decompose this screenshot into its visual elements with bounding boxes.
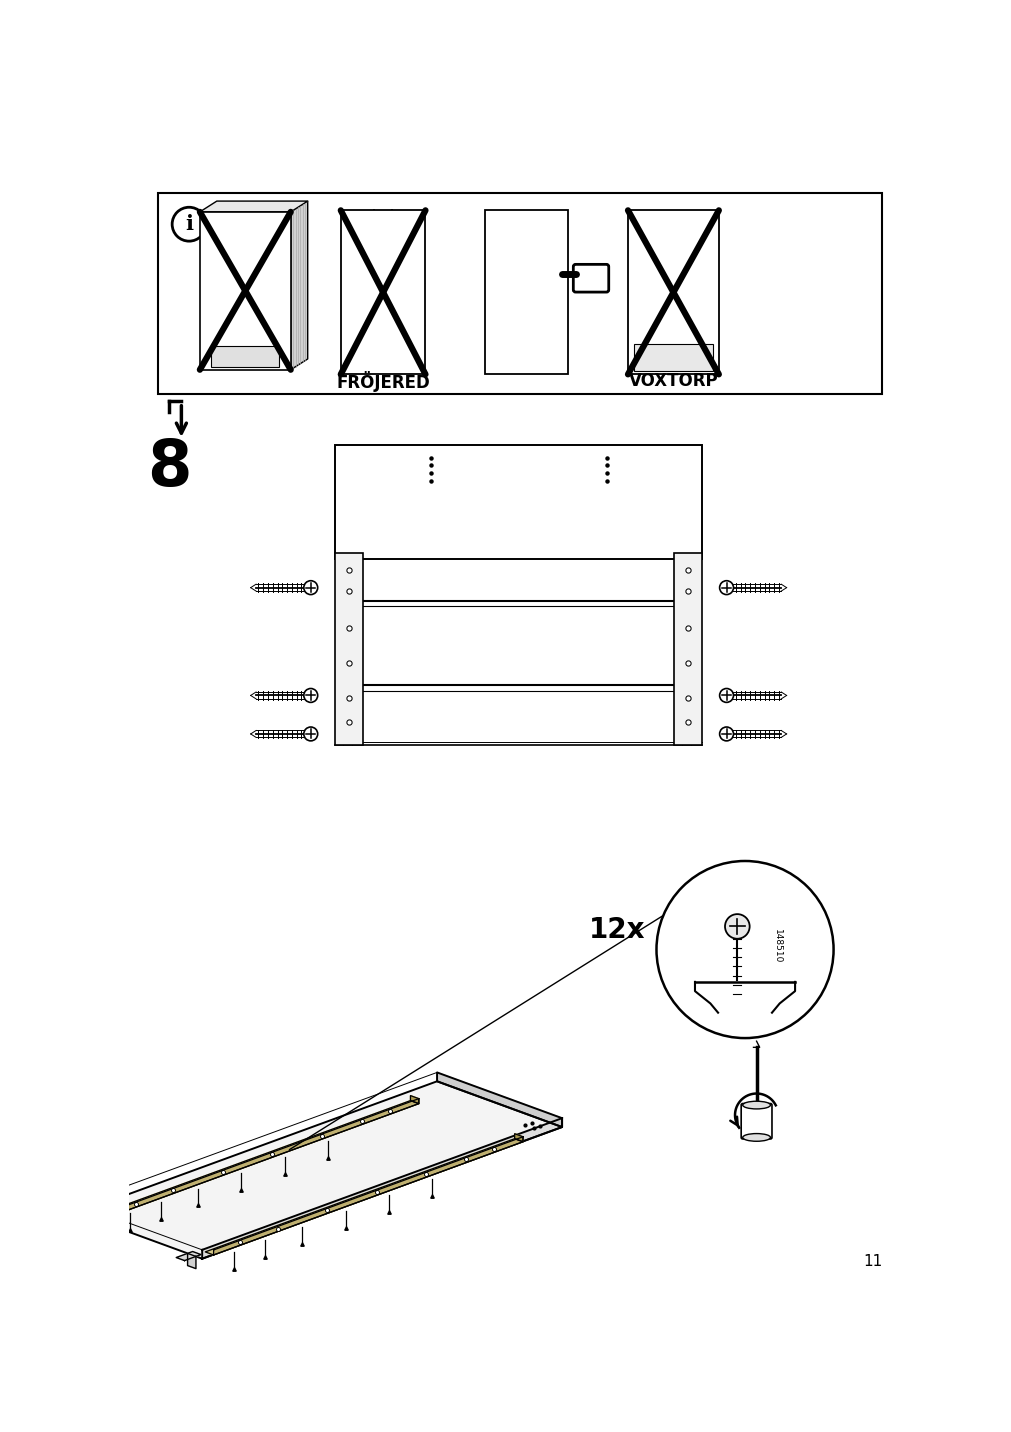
Text: 11: 11 <box>862 1254 882 1269</box>
Bar <box>634 344 712 371</box>
Bar <box>335 445 702 558</box>
Polygon shape <box>199 200 307 212</box>
Circle shape <box>656 861 833 1038</box>
Polygon shape <box>77 1081 561 1259</box>
Circle shape <box>303 689 317 702</box>
Bar <box>341 211 425 374</box>
Text: VOXTORP: VOXTORP <box>628 372 718 391</box>
Text: i: i <box>185 215 193 235</box>
FancyBboxPatch shape <box>573 265 609 292</box>
Text: 8: 8 <box>147 437 191 500</box>
Circle shape <box>724 914 749 939</box>
Bar <box>158 193 882 394</box>
Polygon shape <box>176 1252 201 1260</box>
Circle shape <box>719 689 733 702</box>
Ellipse shape <box>742 1101 769 1108</box>
Bar <box>484 211 567 374</box>
Circle shape <box>719 581 733 594</box>
FancyBboxPatch shape <box>740 1104 771 1138</box>
Text: 12x: 12x <box>587 916 644 944</box>
Bar <box>673 553 702 746</box>
Bar <box>199 212 290 369</box>
Polygon shape <box>410 1095 419 1104</box>
Ellipse shape <box>742 1134 769 1141</box>
Polygon shape <box>290 200 307 369</box>
Text: FRÖJERED: FRÖJERED <box>336 371 430 392</box>
Bar <box>335 553 363 746</box>
Polygon shape <box>187 1253 196 1269</box>
Circle shape <box>719 727 733 740</box>
Polygon shape <box>213 1137 523 1254</box>
Text: 148510: 148510 <box>772 928 782 962</box>
Bar <box>211 345 279 367</box>
Circle shape <box>303 727 317 740</box>
Polygon shape <box>101 1101 419 1217</box>
Polygon shape <box>202 1118 561 1259</box>
Polygon shape <box>109 1098 419 1217</box>
Circle shape <box>172 208 206 241</box>
Polygon shape <box>437 1073 561 1127</box>
Bar <box>628 211 718 374</box>
Polygon shape <box>205 1138 523 1254</box>
Polygon shape <box>515 1134 523 1141</box>
Circle shape <box>303 581 317 594</box>
Polygon shape <box>83 1216 92 1230</box>
